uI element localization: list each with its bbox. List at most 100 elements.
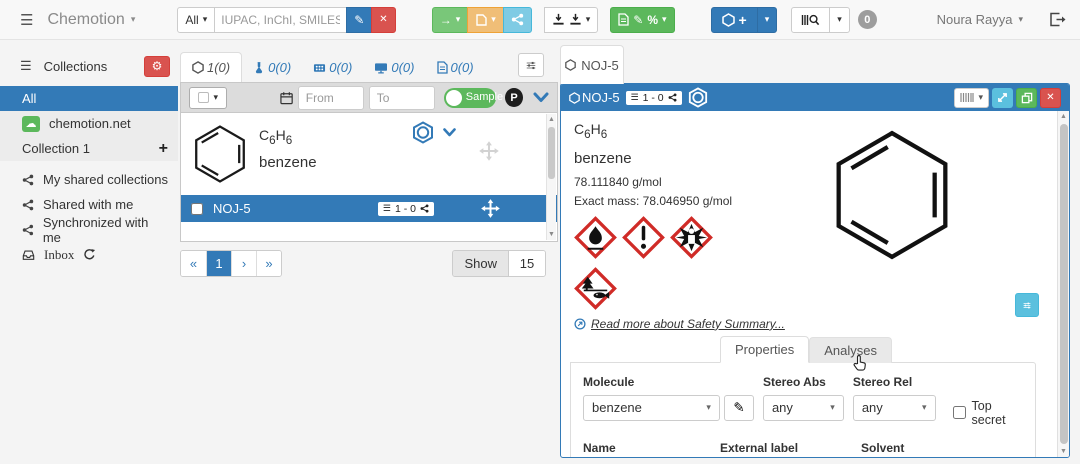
benzene-structure-image [836, 130, 948, 260]
stereo-abs-value: any [771, 400, 793, 416]
create-element-caret-button[interactable]: ▾ [756, 6, 778, 33]
product-sample-toggle[interactable]: Sample [443, 87, 503, 108]
share-button[interactable] [502, 6, 532, 33]
tab-wellplates[interactable]: 0(0) [302, 53, 363, 82]
close-detail-button[interactable]: ✕ [1040, 87, 1061, 108]
form-options-button[interactable] [1015, 293, 1039, 317]
toggle-label: Sample [465, 90, 504, 103]
list-icon: ☰ [382, 203, 391, 213]
print-code-dropdown[interactable]: ▾ [954, 87, 989, 108]
export-download-icon [570, 13, 581, 25]
molecule-group-header[interactable]: C6H6 benzene [181, 113, 557, 195]
molecule-formula: C6H6 [259, 127, 293, 147]
row-checkbox[interactable] [191, 202, 203, 215]
sidebar-item-collection-1[interactable]: Collection 1 + [0, 136, 178, 161]
properties-tab-label: Properties [735, 341, 795, 357]
caret-down-icon: ▾ [978, 92, 983, 102]
sidebar-item-chemotion-net[interactable]: ☁ chemotion.net [0, 111, 178, 136]
sidebar-item-synchronized[interactable]: Synchronized with me [0, 215, 178, 245]
molecule-value: benzene [592, 400, 642, 416]
safety-summary-link[interactable]: Read more about Safety Summary... [591, 316, 785, 331]
structure-search-input[interactable] [215, 6, 348, 33]
pagination-row: « 1 › » Show 15 [180, 250, 558, 277]
sign-out-button[interactable] [1049, 12, 1066, 27]
scroll-thumb[interactable] [548, 127, 555, 179]
list-options-button[interactable] [518, 53, 544, 77]
fullscreen-button[interactable] [992, 87, 1013, 108]
ghs-pictogram-row-2 [574, 266, 1056, 310]
report-button[interactable]: ✎ % ▾ [610, 6, 675, 33]
create-sample-button[interactable]: + [710, 6, 758, 33]
tab-properties[interactable]: Properties [720, 335, 810, 363]
show-label: Show [453, 251, 509, 276]
close-icon: ✕ [1046, 92, 1055, 103]
tab-analyses[interactable]: Analyses [809, 336, 892, 371]
sidebar-item-inbox[interactable]: Inbox [0, 242, 178, 267]
scroll-up-icon[interactable]: ▲ [1060, 113, 1067, 120]
molecule-name: benzene [259, 153, 317, 171]
tab-reactions[interactable]: 0(0) [242, 53, 302, 82]
barcode-scan-button[interactable] [791, 6, 831, 33]
refresh-icon[interactable] [83, 248, 96, 261]
tab-screens[interactable]: 0(0) [363, 53, 425, 82]
top-secret-checkbox[interactable] [952, 406, 966, 420]
copy-button[interactable] [1016, 87, 1037, 108]
molecule-select[interactable]: benzene ▾ [583, 394, 720, 421]
move-handle-icon[interactable] [478, 140, 500, 162]
scroll-up-icon[interactable]: ▲ [548, 116, 555, 123]
chevron-down-icon[interactable] [443, 128, 456, 137]
collections-sidebar: ☰ Collections ⚙ All ☁ chemotion.net Coll… [0, 40, 178, 464]
list-scrollbar[interactable]: ▲ ▼ [546, 114, 556, 240]
sample-label: NOJ-5 [213, 201, 251, 216]
hexagon-icon [721, 12, 735, 27]
page-1-button[interactable]: 1 [206, 251, 231, 276]
benzene-ring-icon[interactable] [412, 121, 434, 144]
move-to-collection-button[interactable]: → ▾ [431, 6, 469, 33]
detail-tab-label: NOJ-5 [581, 57, 619, 73]
scroll-down-icon[interactable]: ▼ [1060, 448, 1067, 455]
add-subcollection-icon[interactable]: + [158, 139, 168, 157]
move-handle-icon[interactable] [480, 198, 501, 219]
structure-editor-button[interactable]: ✎ [346, 6, 373, 33]
manage-collections-button[interactable]: ⚙ [144, 55, 170, 77]
sample-row-noj5[interactable]: NOJ-5 ☰ 1 - 0 [181, 195, 557, 222]
stereo-rel-select[interactable]: any ▾ [852, 394, 936, 421]
page-next-button[interactable]: › [231, 251, 256, 276]
detail-scrollbar[interactable]: ▲ ▼ [1057, 111, 1069, 457]
scroll-down-icon[interactable]: ▼ [548, 231, 555, 238]
document-icon [618, 13, 629, 26]
notification-badge[interactable]: 0 [857, 10, 877, 29]
expand-filter-button[interactable] [533, 92, 549, 103]
date-from-input[interactable] [297, 85, 364, 110]
export-samples-button[interactable]: ▾ [543, 6, 599, 33]
sidebar-item-shared-with-me[interactable]: Shared with me [0, 192, 178, 217]
page-last-button[interactable]: » [256, 251, 281, 276]
user-menu[interactable]: Noura Rayya ▾ [937, 12, 1023, 27]
scroll-thumb[interactable] [1060, 124, 1068, 444]
detail-tab-noj5[interactable]: NOJ-5 [560, 45, 624, 84]
caret-down-icon: ▾ [706, 402, 711, 413]
scanner-caret-button[interactable]: ▾ [829, 6, 850, 33]
gear-icon: ⚙ [151, 59, 163, 73]
date-to-input[interactable] [368, 85, 435, 110]
sidebar-item-all[interactable]: All [0, 86, 178, 111]
select-all-checkbox[interactable] [197, 92, 209, 103]
ghs-exclamation-icon [622, 215, 665, 259]
clear-search-button[interactable]: ✕ [371, 6, 396, 33]
inbox-label: Inbox [44, 246, 75, 262]
menu-toggle-icon[interactable]: ☰ [20, 11, 34, 29]
tab-research-plans[interactable]: 0(0) [426, 53, 485, 82]
detail-body: C6H6 benzene 78.111840 g/mol Exact mass:… [561, 111, 1069, 457]
tab-samples[interactable]: 1(0) [180, 52, 243, 83]
search-scope-button[interactable]: All ▾ [177, 6, 216, 33]
per-page-input[interactable]: 15 [509, 251, 545, 276]
select-all-dropdown[interactable]: ▾ [189, 86, 227, 109]
caret-down-icon: ▾ [202, 14, 208, 24]
assign-to-collection-button[interactable]: ▾ [467, 6, 504, 33]
edit-molecule-button[interactable]: ✎ [723, 394, 754, 421]
stereo-abs-select[interactable]: any ▾ [762, 394, 844, 421]
page-first-button[interactable]: « [181, 251, 206, 276]
product-badge[interactable]: P [505, 88, 523, 107]
sidebar-item-my-shared[interactable]: My shared collections [0, 167, 178, 192]
brand-menu[interactable]: Chemotion ▾ [47, 11, 135, 29]
